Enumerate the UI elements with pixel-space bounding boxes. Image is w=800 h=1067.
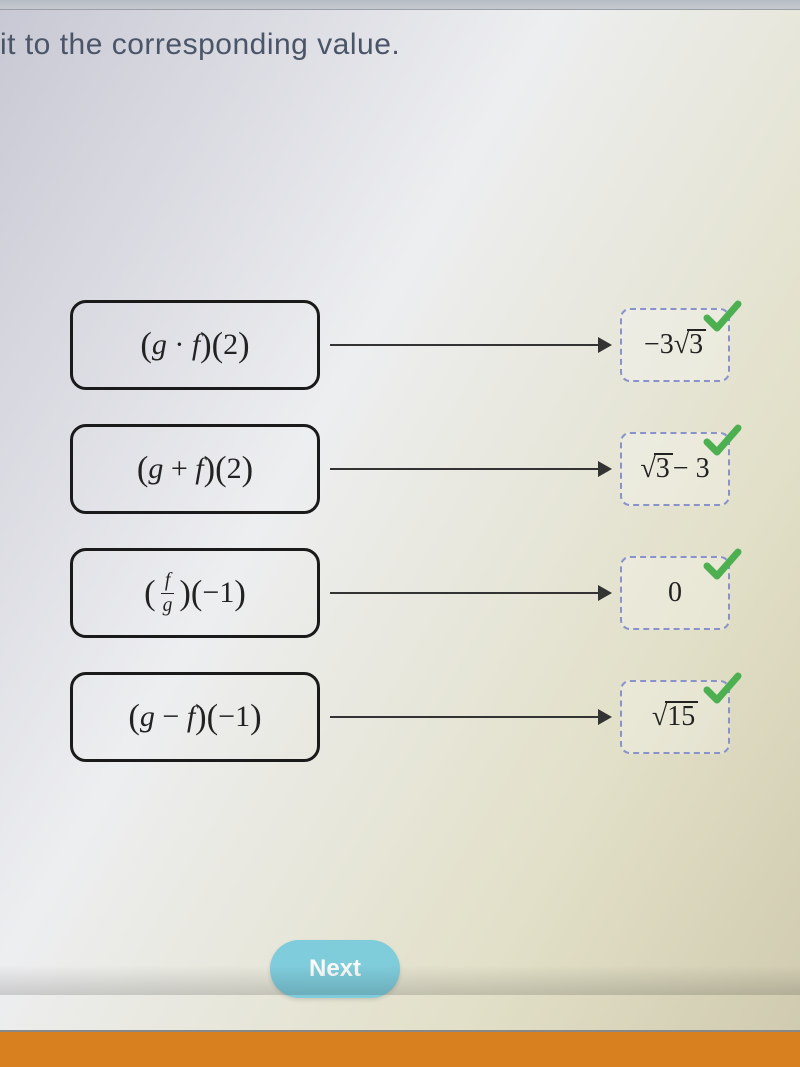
match-row: ( fg )(−1) 0 xyxy=(70,548,730,638)
expression-box[interactable]: (g + f)(2) xyxy=(70,424,320,514)
sqrt-icon: √3 xyxy=(640,453,672,485)
answer-box[interactable]: −3 √3 xyxy=(620,308,730,382)
match-row: (g + f)(2) √3 − 3 xyxy=(70,424,730,514)
match-row: (g − f)(−1) √15 xyxy=(70,672,730,762)
shadow xyxy=(0,965,800,995)
answer-box[interactable]: √3 − 3 xyxy=(620,432,730,506)
check-icon xyxy=(702,544,742,584)
arrow xyxy=(330,468,610,470)
answer-plain: 0 xyxy=(668,577,682,609)
check-icon xyxy=(702,420,742,460)
prompt-text: it to the corresponding value. xyxy=(0,10,800,62)
arrow xyxy=(330,592,610,594)
matching-area: (g · f)(2) −3 √3 (g + f)(2) √3 − 3 xyxy=(70,300,730,796)
match-row: (g · f)(2) −3 √3 xyxy=(70,300,730,390)
title-bar xyxy=(0,0,800,10)
arrow xyxy=(330,716,610,718)
arrow xyxy=(330,344,610,346)
answer-box[interactable]: 0 xyxy=(620,556,730,630)
answer-prefix: −3 xyxy=(644,329,674,361)
expression-box[interactable]: (g · f)(2) xyxy=(70,300,320,390)
expression-box[interactable]: (g − f)(−1) xyxy=(70,672,320,762)
sqrt-icon: √15 xyxy=(652,701,698,733)
fraction: fg xyxy=(159,571,177,615)
check-icon xyxy=(702,296,742,336)
check-icon xyxy=(702,668,742,708)
answer-box[interactable]: √15 xyxy=(620,680,730,754)
expression-box[interactable]: ( fg )(−1) xyxy=(70,548,320,638)
app-window: it to the corresponding value. (g · f)(2… xyxy=(0,0,800,1032)
